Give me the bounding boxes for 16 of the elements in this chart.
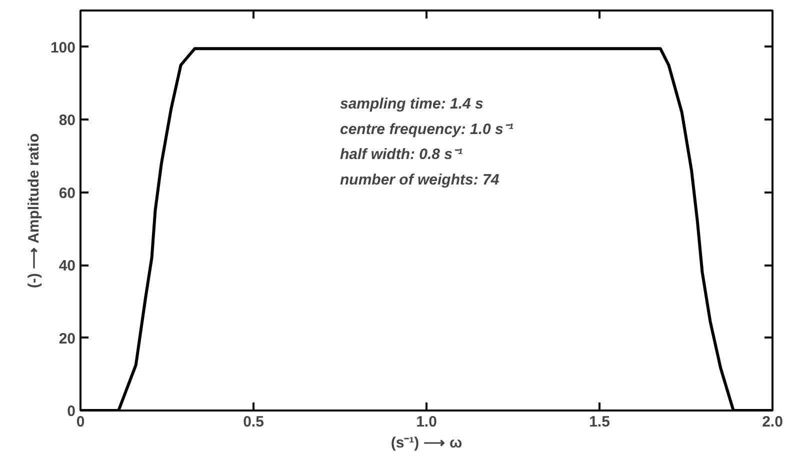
- annotation: sampling time: 1.4 s: [340, 95, 484, 112]
- y-tick-label: 0: [67, 403, 76, 420]
- x-tick-label: 2.0: [762, 414, 783, 430]
- annotation: half width: 0.8 s⁻¹: [340, 146, 463, 164]
- annotation: centre frequency: 1.0 s⁻¹: [340, 120, 514, 138]
- y-tick-label: 20: [58, 330, 76, 348]
- y-tick-label: 100: [50, 39, 76, 56]
- y-tick-label: 80: [58, 112, 76, 130]
- x-axis-title: (s⁻¹) ⟶ ω: [390, 434, 462, 452]
- x-tick-label: 1.5: [589, 414, 610, 430]
- x-tick-label: 0.5: [243, 414, 264, 430]
- y-tick-label: 60: [58, 184, 76, 202]
- y-axis-title: (-) ⟶ Amplitude ratio: [25, 133, 42, 288]
- x-tick-label: 1.0: [416, 414, 437, 430]
- annotation: number of weights: 74: [340, 172, 500, 189]
- y-tick-label: 40: [58, 258, 76, 275]
